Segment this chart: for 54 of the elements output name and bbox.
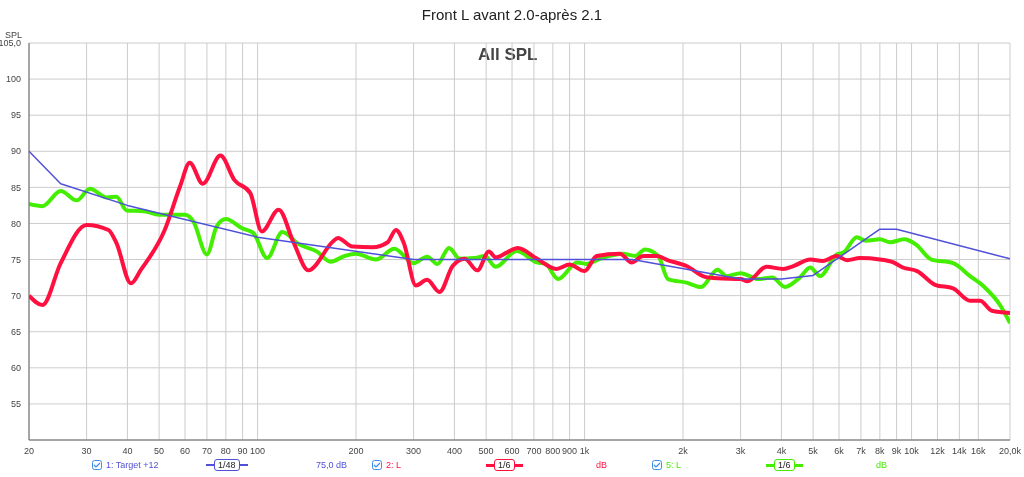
x-tick-label: 5k — [808, 446, 819, 457]
x-tick-label: 60 — [180, 446, 191, 457]
text: 1/48 — [214, 459, 240, 471]
x-tick-label: 1k — [579, 446, 590, 457]
x-tick-label: 40 — [122, 446, 133, 457]
y-tick-label: 55 — [10, 399, 21, 410]
chart-title: Front L avant 2.0-après 2.1 — [420, 6, 604, 23]
y-tick-label: 60 — [10, 363, 21, 374]
x-tick-label: 6k — [834, 446, 845, 457]
y-tick-label: 105,0 — [0, 38, 21, 49]
text: 1/6 — [774, 459, 795, 471]
x-tick-label: 10k — [904, 446, 920, 457]
y-tick-label: 90 — [10, 146, 21, 157]
x-tick-label: 2k — [678, 446, 689, 457]
x-tick-label: 4k — [776, 446, 787, 457]
x-tick-label: 8k — [875, 446, 886, 457]
y-tick-label: 100 — [5, 74, 21, 85]
y-tick-label: 85 — [10, 182, 21, 193]
chart-subtitle: All SPL — [478, 45, 538, 65]
x-tick-label: 400 — [446, 446, 462, 457]
x-tick-label: 14k — [952, 446, 968, 457]
x-tick-label: 500 — [478, 446, 494, 457]
x-tick-label: 80 — [220, 446, 231, 457]
x-tick-label: 20 — [23, 446, 35, 457]
x-tick-label: 7k — [856, 446, 867, 457]
x-tick-label: 16k — [971, 446, 987, 457]
text: 2: L — [386, 460, 402, 470]
x-tick-label: 12k — [930, 446, 946, 457]
text: 75,0 dB — [316, 460, 348, 470]
text: dB — [596, 460, 608, 470]
x-tick-label: 70 — [201, 446, 212, 457]
x-tick-label: 900 — [562, 446, 578, 457]
y-tick-label: 80 — [10, 218, 21, 229]
y-tick-label: 95 — [10, 110, 21, 121]
x-tick-label: 200 — [348, 446, 364, 457]
y-tick-label: 75 — [10, 254, 21, 265]
x-tick-label: 90 — [237, 446, 248, 457]
x-tick-label: 700 — [526, 446, 542, 457]
x-tick-label: 800 — [545, 446, 561, 457]
x-tick-label: 9k — [891, 446, 902, 457]
text: 5: L — [666, 460, 682, 470]
x-tick-label: 100 — [250, 446, 266, 457]
y-tick-label: 65 — [10, 326, 21, 337]
x-tick-label: 600 — [504, 446, 520, 457]
x-tick-label: 3k — [735, 446, 746, 457]
text: 1/6 — [494, 459, 515, 471]
text: dB — [876, 460, 888, 470]
x-tick-label: 30 — [81, 446, 92, 457]
text: 1: Target +12 — [106, 460, 160, 470]
x-tick-label: 20,0k — [998, 446, 1022, 457]
y-axis-title: SPL — [5, 30, 23, 40]
x-tick-label: 50 — [154, 446, 165, 457]
x-tick-label: 300 — [406, 446, 422, 457]
y-tick-label: 70 — [10, 290, 21, 301]
